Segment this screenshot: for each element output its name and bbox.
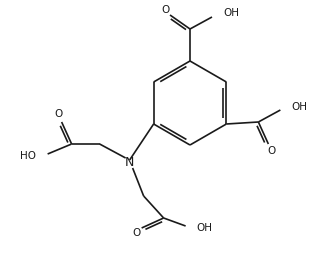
Text: OH: OH xyxy=(291,102,307,112)
Text: O: O xyxy=(55,109,63,119)
Text: N: N xyxy=(125,157,134,170)
Text: O: O xyxy=(267,146,275,156)
Text: HO: HO xyxy=(20,151,35,161)
Text: OH: OH xyxy=(223,8,239,18)
Text: O: O xyxy=(133,228,141,238)
Text: OH: OH xyxy=(197,223,213,233)
Text: O: O xyxy=(161,5,169,15)
